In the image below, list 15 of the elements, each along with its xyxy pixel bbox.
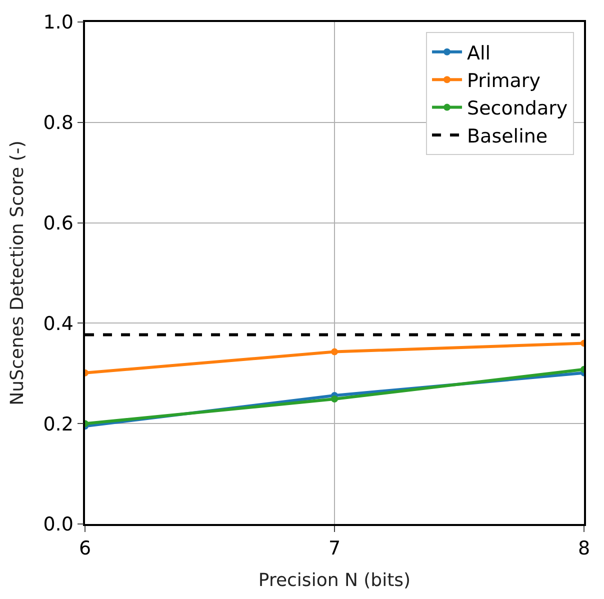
y-tick-label: 0.2	[43, 413, 74, 436]
y-tick-label: 0.6	[43, 212, 74, 234]
y-axis-title: NuScenes Detection Score (-)	[6, 140, 28, 406]
y-tick-label: 0.8	[43, 112, 74, 134]
x-axis-title: Precision N (bits)	[258, 570, 411, 592]
x-tick-label: 6	[78, 538, 92, 560]
x-tick-label: 8	[578, 538, 590, 560]
legend-label: Secondary	[467, 98, 568, 120]
x-tick-label: 7	[328, 538, 341, 560]
y-tick-label: 0.4	[43, 312, 74, 335]
legend-label: Primary	[467, 70, 540, 92]
y-tick-label: 1.0	[43, 12, 74, 34]
legend-label: Baseline	[467, 125, 548, 148]
y-tick-label: 0.0	[43, 514, 74, 536]
legend-label: All	[467, 42, 491, 64]
